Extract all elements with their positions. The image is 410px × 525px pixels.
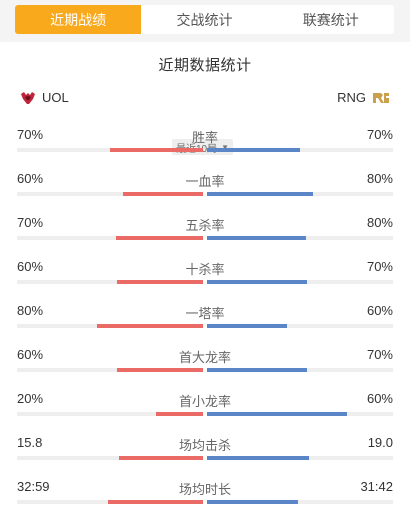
stat-left-bar — [119, 456, 203, 460]
tab-league-stats[interactable]: 联赛统计 — [302, 11, 359, 28]
stat-right-value: 80% — [366, 215, 393, 230]
stat-left-track — [17, 192, 203, 196]
stat-left-track — [17, 412, 203, 416]
stat-right-value: 70% — [366, 347, 393, 362]
stat-name: 一血率 — [185, 174, 225, 189]
stat-row: 20% 首小龙率 60% — [0, 390, 410, 434]
stat-right-bar — [207, 324, 287, 328]
stat-left-value: 70% — [17, 215, 44, 230]
stat-left-track — [17, 236, 203, 240]
stat-right-track — [207, 456, 393, 460]
stat-left-value: 15.8 — [17, 435, 43, 450]
stat-right-value: 70% — [366, 259, 393, 274]
stat-right-track — [207, 236, 393, 240]
stat-left-track — [17, 324, 203, 328]
left-team: UOL — [20, 90, 69, 105]
stat-right-track — [207, 148, 393, 152]
card-title: 近期数据统计 — [158, 57, 252, 74]
stat-name: 十杀率 — [185, 262, 225, 277]
stat-left-bar — [97, 324, 203, 328]
stat-right-track — [207, 412, 393, 416]
stat-right-track — [207, 192, 393, 196]
stat-right-value: 60% — [366, 391, 393, 406]
stat-left-value: 60% — [17, 347, 44, 362]
tab-head-to-head[interactable]: 交战统计 — [176, 11, 233, 28]
stat-right-value: 60% — [366, 303, 393, 318]
rng-logo-icon — [373, 92, 389, 103]
stat-left-value: 60% — [17, 171, 44, 186]
stat-name: 五杀率 — [185, 218, 225, 233]
caret-down-icon: ▼ — [221, 142, 230, 152]
stat-left-value: 32:59 — [17, 479, 50, 494]
stat-row: 60% 十杀率 70% — [0, 258, 410, 302]
stat-right-bar — [207, 192, 313, 196]
stat-right-bar — [207, 456, 309, 460]
stat-left-track — [17, 368, 203, 372]
stat-left-value: 60% — [17, 259, 44, 274]
teams-row: UOL 最近10局 ▼ RNG — [0, 90, 410, 155]
stat-name: 一塔率 — [185, 306, 225, 321]
stat-row: 60% 一血率 80% — [0, 170, 410, 214]
stat-right-bar — [207, 148, 300, 152]
stat-row: 15.8 场均击杀 19.0 — [0, 434, 410, 478]
right-team: RNG — [337, 90, 390, 105]
stat-left-bar — [156, 412, 203, 416]
stat-name: 场均击杀 — [178, 438, 231, 453]
right-team-name: RNG — [337, 90, 366, 105]
stat-left-bar — [117, 280, 203, 284]
stat-name: 首小龙率 — [178, 394, 231, 409]
stat-right-value: 70% — [366, 127, 393, 142]
stat-right-bar — [207, 368, 307, 372]
stat-right-bar — [207, 280, 307, 284]
stat-left-value: 70% — [17, 127, 44, 142]
stat-right-value: 31:42 — [360, 479, 393, 494]
stat-right-bar — [207, 500, 298, 504]
stat-name: 胜率 — [191, 130, 218, 145]
stat-left-value: 20% — [17, 391, 44, 406]
stat-right-track — [207, 368, 393, 372]
stat-left-bar — [117, 368, 203, 372]
stat-left-track — [17, 456, 203, 460]
stat-left-bar — [116, 236, 203, 240]
stat-name: 场均时长 — [178, 482, 231, 497]
tab-recent-record[interactable]: 近期战绩 — [15, 5, 142, 34]
stat-left-track — [17, 148, 203, 152]
recent-stats-card: 近期数据统计 UOL 最近10局 ▼ RNG 70% 胜率 70% 60% 一血率 80%… — [0, 42, 410, 525]
stat-name: 首大龙率 — [178, 350, 231, 365]
stat-right-bar — [207, 236, 306, 240]
stat-left-track — [17, 280, 203, 284]
stat-row: 70% 五杀率 80% — [0, 214, 410, 258]
stat-row: 80% 一塔率 60% — [0, 302, 410, 346]
stat-right-track — [207, 324, 393, 328]
stat-row: 60% 首大龙率 70% — [0, 346, 410, 390]
stat-left-bar — [108, 500, 203, 504]
stat-right-bar — [207, 412, 347, 416]
stat-left-bar — [123, 192, 203, 196]
stat-row: 32:59 场均时长 31:42 — [0, 478, 410, 522]
stat-right-value: 19.0 — [367, 435, 393, 450]
stat-left-bar — [110, 148, 203, 152]
stat-row: 70% 胜率 70% — [0, 126, 410, 170]
left-team-name: UOL — [42, 90, 69, 105]
stat-left-value: 80% — [17, 303, 44, 318]
stat-right-track — [207, 500, 393, 504]
stat-right-value: 80% — [366, 171, 393, 186]
stat-right-track — [207, 280, 393, 284]
stat-left-track — [17, 500, 203, 504]
uol-logo-icon — [21, 91, 35, 104]
tab-bar: 近期战绩 交战统计 联赛统计 — [15, 5, 394, 34]
